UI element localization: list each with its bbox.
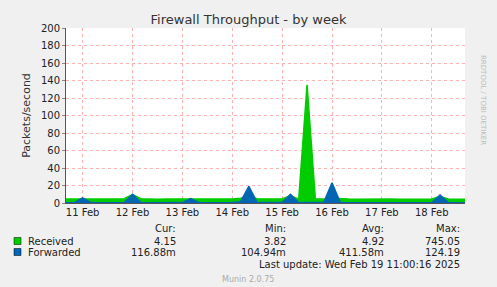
svg-text:3.82: 3.82 xyxy=(264,236,286,247)
svg-text:13 Feb: 13 Feb xyxy=(166,207,200,218)
svg-text:15 Feb: 15 Feb xyxy=(265,207,299,218)
svg-text:18 Feb: 18 Feb xyxy=(415,207,449,218)
svg-text:80: 80 xyxy=(47,128,60,139)
svg-text:116.88m: 116.88m xyxy=(131,247,176,258)
svg-text:Max:: Max: xyxy=(436,223,460,234)
svg-text:120: 120 xyxy=(41,93,60,104)
svg-text:180: 180 xyxy=(41,40,60,51)
svg-text:12 Feb: 12 Feb xyxy=(116,207,150,218)
svg-text:Packets/second: Packets/second xyxy=(20,73,33,158)
svg-text:104.94m: 104.94m xyxy=(241,247,286,258)
svg-text:4.92: 4.92 xyxy=(362,236,384,247)
svg-text:140: 140 xyxy=(41,75,60,86)
svg-text:Forwarded: Forwarded xyxy=(28,247,81,258)
svg-text:60: 60 xyxy=(47,145,60,156)
svg-text:Min:: Min: xyxy=(265,223,286,234)
svg-text:Cur:: Cur: xyxy=(155,223,176,234)
svg-text:16 Feb: 16 Feb xyxy=(315,207,349,218)
svg-text:17 Feb: 17 Feb xyxy=(365,207,399,218)
svg-text:100: 100 xyxy=(41,110,60,121)
svg-text:Last update: Wed Feb 19 11:00:: Last update: Wed Feb 19 11:00:16 2025 xyxy=(259,259,460,270)
svg-text:745.05: 745.05 xyxy=(425,236,460,247)
svg-text:0: 0 xyxy=(54,198,60,209)
svg-text:40: 40 xyxy=(47,163,60,174)
svg-text:160: 160 xyxy=(41,58,60,69)
svg-text:200: 200 xyxy=(41,23,60,34)
svg-text:14 Feb: 14 Feb xyxy=(215,207,249,218)
svg-text:Received: Received xyxy=(28,236,74,247)
svg-text:Firewall Throughput - by week: Firewall Throughput - by week xyxy=(151,12,347,27)
svg-text:RRDTOOL / TOBI OETIKER: RRDTOOL / TOBI OETIKER xyxy=(479,55,487,145)
svg-text:4.15: 4.15 xyxy=(154,236,176,247)
svg-text:Munin 2.0.75: Munin 2.0.75 xyxy=(222,275,274,284)
svg-text:20: 20 xyxy=(47,180,60,191)
svg-text:11 Feb: 11 Feb xyxy=(66,207,100,218)
svg-text:Avg:: Avg: xyxy=(362,223,384,234)
svg-text:411.58m: 411.58m xyxy=(339,247,384,258)
svg-text:124.19: 124.19 xyxy=(425,247,460,258)
